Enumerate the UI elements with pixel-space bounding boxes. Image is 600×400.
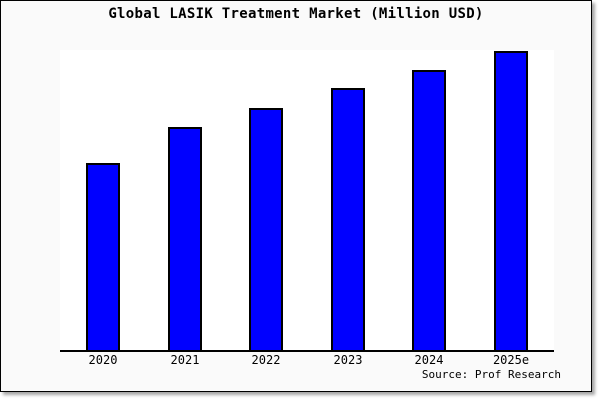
source-attribution: Source: Prof Research — [421, 368, 561, 381]
x-tick-label-2022: 2022 — [251, 353, 281, 367]
bar-2020 — [86, 163, 120, 350]
x-tick-label-2023: 2023 — [333, 353, 363, 367]
bar-2025e — [494, 51, 528, 350]
chart-figure: Global LASIK Treatment Market (Million U… — [0, 0, 592, 392]
x-tick-label-2024: 2024 — [414, 353, 444, 367]
plot-area: 2020 2021 2022 2023 2024 2025e — [60, 50, 554, 367]
bar-2022 — [249, 108, 283, 350]
x-tick-label-2021: 2021 — [170, 353, 200, 367]
bar-2024 — [412, 70, 446, 350]
x-tick-label-2025e: 2025e — [492, 353, 530, 367]
x-tick-label-2020: 2020 — [88, 353, 118, 367]
chart-title: Global LASIK Treatment Market (Million U… — [108, 6, 484, 22]
bar-2023 — [331, 88, 365, 350]
bar-2021 — [168, 127, 202, 350]
